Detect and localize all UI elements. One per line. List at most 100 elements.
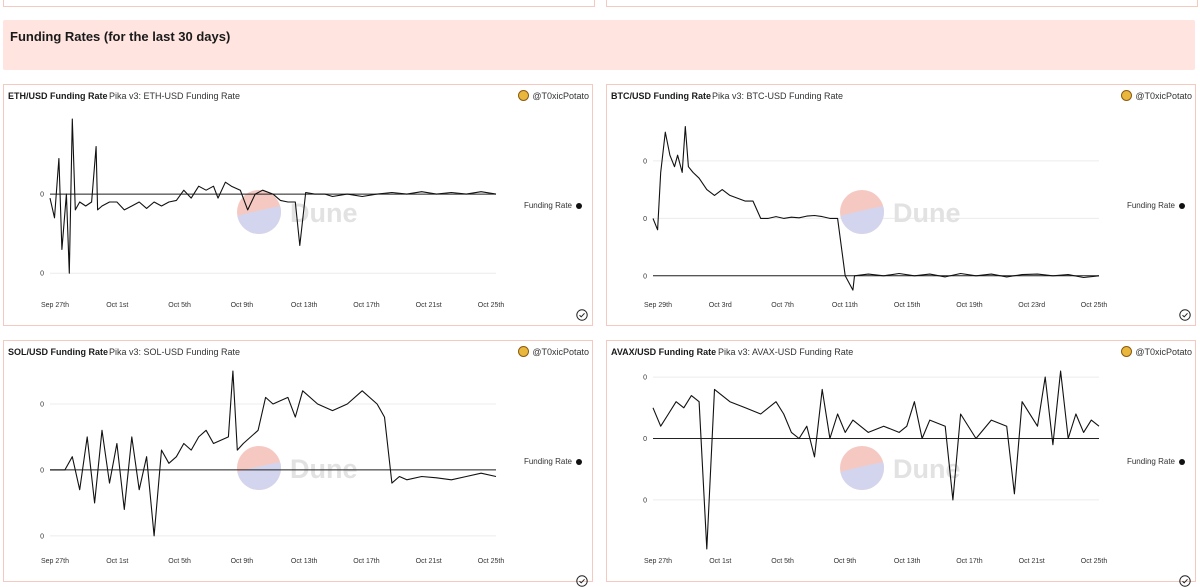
chart-panel-sol: SOL/USD Funding Rate Pika v3: SOL-USD Fu…	[3, 340, 593, 587]
y-tick-label: 0	[643, 436, 647, 443]
y-tick-label: 0	[40, 401, 44, 408]
legend-item[interactable]: Funding Rate	[1127, 457, 1185, 466]
y-tick-label: 0	[643, 375, 647, 382]
x-tick-label: Oct 25th	[478, 302, 505, 309]
watermark-text: Dune	[290, 198, 358, 228]
legend-dot-icon	[576, 458, 582, 465]
watermark-text: Dune	[290, 454, 358, 484]
legend-item[interactable]: Funding Rate	[524, 201, 582, 210]
x-tick-label: Oct 9th	[834, 558, 857, 565]
x-tick-label: Oct 25th	[1081, 558, 1108, 565]
y-tick-label: 0	[40, 271, 44, 278]
funding-rate-line	[652, 125, 1100, 291]
x-tick-label: Oct 17th	[353, 558, 380, 565]
x-tick-label: Oct 13th	[291, 302, 318, 309]
panel-subtitle: Pika v3: AVAX-USD Funding Rate	[718, 347, 854, 357]
y-tick-label: 0	[40, 533, 44, 540]
funding-rate-line	[49, 118, 497, 274]
line-chart: 0 0 0 Dune Sep 27th Oct 1st Oct 5th Oct 9th Oct …	[40, 370, 505, 565]
section-banner: Funding Rates (for the last 30 days)	[3, 20, 1195, 70]
y-tick-label: 0	[643, 158, 647, 165]
panel-title: ETH/USD Funding Rate	[8, 91, 108, 101]
x-tick-label: Oct 23rd	[1018, 302, 1045, 309]
legend-label: Funding Rate	[523, 201, 572, 210]
panel-title: AVAX/USD Funding Rate	[611, 347, 717, 357]
x-tick-label: Oct 5th	[168, 302, 191, 309]
panel-title: SOL/USD Funding Rate	[8, 347, 108, 357]
y-tick-label: 0	[40, 192, 44, 199]
avatar	[518, 346, 530, 357]
x-tick-label: Oct 17th	[353, 302, 380, 309]
x-tick-label: Oct 17th	[956, 558, 983, 565]
legend-dot-icon	[576, 202, 582, 209]
author-name: @T0xicPotato	[532, 90, 589, 101]
author-link[interactable]: @T0xicPotato	[518, 346, 589, 357]
line-chart: 0 0 0 Dune Sep 29th Oct 3rd Oct 7th Oct 11th Oct…	[643, 125, 1108, 309]
avatar	[1121, 346, 1133, 357]
watermark-circle-bottom	[237, 462, 281, 490]
watermark-circle-bottom	[840, 206, 884, 234]
legend-dot-icon	[1179, 202, 1185, 209]
dune-watermark: Dune	[237, 446, 358, 490]
dune-watermark: Dune	[840, 446, 961, 490]
chart-panel-eth: ETH/USD Funding Rate Pika v3: ETH-USD Fu…	[3, 84, 593, 326]
legend-label: Funding Rate	[523, 457, 572, 466]
x-tick-label: Sep 27th	[41, 558, 69, 565]
panel-subtitle: Pika v3: BTC-USD Funding Rate	[712, 91, 844, 101]
author-link[interactable]: @T0xicPotato	[518, 90, 589, 101]
x-tick-label: Oct 21st	[416, 558, 442, 565]
author-link[interactable]: @T0xicPotato	[1121, 90, 1192, 101]
legend-item[interactable]: Funding Rate	[1127, 201, 1185, 210]
x-tick-label: Oct 21st	[1019, 558, 1045, 565]
x-tick-label: Oct 19th	[956, 302, 983, 309]
watermark-circle-bottom	[840, 462, 884, 490]
x-tick-label: Oct 15th	[894, 302, 921, 309]
watermark-circle-bottom	[237, 206, 281, 234]
y-tick-label: 0	[643, 273, 647, 280]
x-tick-label: Oct 25th	[478, 558, 505, 565]
legend-dot-icon	[1179, 458, 1185, 465]
x-tick-label: Oct 9th	[231, 302, 254, 309]
author-name: @T0xicPotato	[1135, 346, 1192, 357]
line-chart: 0 0 Dune Sep 27th Oct 1st Oct 5th Oct 9th Oct 1…	[40, 118, 505, 309]
section-title: Funding Rates (for the last 30 days)	[10, 29, 231, 44]
dune-watermark: Dune	[840, 190, 961, 234]
avatar	[1121, 90, 1133, 101]
panel-subtitle: Pika v3: ETH-USD Funding Rate	[109, 91, 241, 101]
chart-panel-avax: AVAX/USD Funding Rate Pika v3: AVAX-USD …	[606, 340, 1196, 587]
x-tick-label: Sep 29th	[644, 302, 672, 309]
funding-rate-line	[50, 370, 497, 537]
x-tick-label: Oct 13th	[291, 558, 318, 565]
funding-rate-line	[652, 370, 1100, 550]
check-circle-icon[interactable]	[1179, 309, 1191, 321]
x-tick-label: Oct 5th	[771, 558, 794, 565]
y-tick-label: 0	[643, 216, 647, 223]
x-tick-label: Oct 1st	[106, 558, 128, 565]
author-name: @T0xicPotato	[532, 346, 589, 357]
y-tick-label: 0	[40, 467, 44, 474]
legend-label: Funding Rate	[1126, 457, 1175, 466]
chart-panel-btc: BTC/USD Funding Rate Pika v3: BTC-USD Fu…	[606, 84, 1196, 326]
dune-watermark: Dune	[237, 190, 358, 234]
top-card-right	[606, 0, 1198, 7]
x-tick-label: Sep 27th	[644, 558, 672, 565]
x-tick-label: Oct 25th	[1081, 302, 1108, 309]
author-link[interactable]: @T0xicPotato	[1121, 346, 1192, 357]
x-tick-label: Oct 3rd	[709, 302, 732, 309]
x-tick-label: Oct 21st	[416, 302, 442, 309]
x-tick-label: Oct 13th	[894, 558, 921, 565]
x-tick-label: Oct 9th	[231, 558, 254, 565]
x-tick-label: Oct 1st	[106, 302, 128, 309]
top-card-left	[3, 0, 595, 7]
legend-item[interactable]: Funding Rate	[524, 457, 582, 466]
x-tick-label: Oct 7th	[771, 302, 794, 309]
x-tick-label: Oct 11th	[832, 302, 858, 309]
author-name: @T0xicPotato	[1135, 90, 1192, 101]
avatar	[518, 90, 530, 101]
x-tick-label: Sep 27th	[41, 302, 69, 309]
check-circle-icon[interactable]	[576, 309, 588, 321]
x-tick-label: Oct 1st	[709, 558, 731, 565]
watermark-text: Dune	[893, 198, 961, 228]
x-tick-label: Oct 5th	[168, 558, 191, 565]
y-tick-label: 0	[643, 497, 647, 504]
